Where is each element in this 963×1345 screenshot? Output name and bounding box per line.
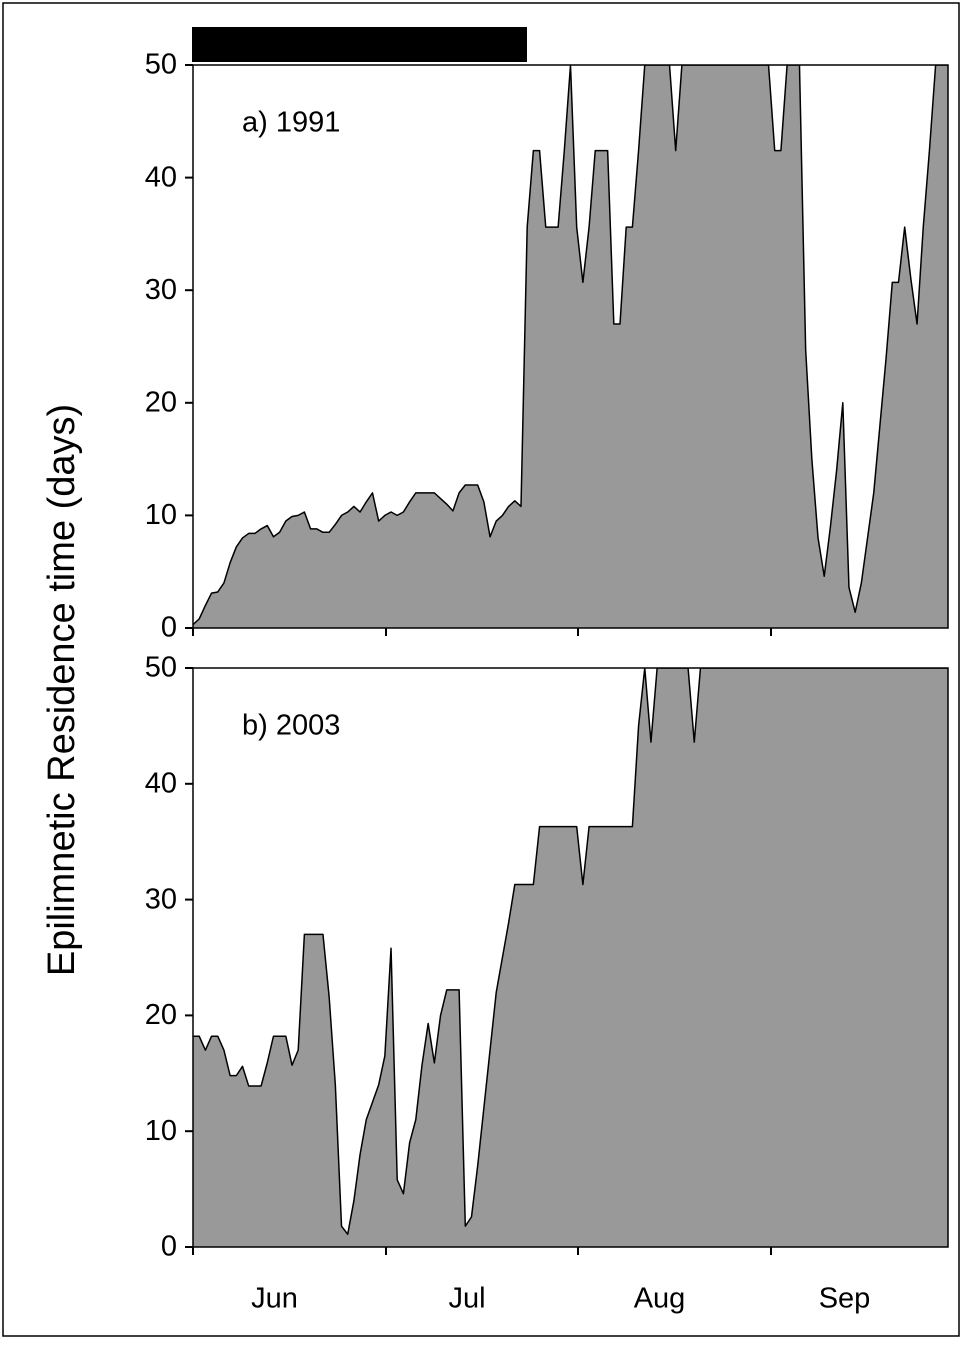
period-bar — [192, 27, 527, 62]
y-tick-label: 20 — [145, 999, 177, 1031]
plot-area — [193, 65, 948, 628]
plot-frame — [192, 667, 949, 1248]
y-tick-label: 30 — [145, 274, 177, 306]
y-tick-label: 10 — [145, 1115, 177, 1147]
y-tick-label: 40 — [145, 161, 177, 193]
area-line — [193, 668, 948, 1236]
x-tick-label: Jun — [251, 1283, 298, 1315]
plot-frame — [192, 64, 949, 629]
y-tick-label: 0 — [161, 612, 177, 644]
y-tick-label: 30 — [145, 883, 177, 915]
y-tick-label: 20 — [145, 386, 177, 418]
panel-title: a) 1991 — [242, 107, 340, 139]
y-tick-label: 10 — [145, 499, 177, 531]
plot-area — [193, 668, 948, 1247]
y-tick-label: 0 — [161, 1231, 177, 1263]
area-line — [193, 65, 948, 626]
x-tick-label: Jul — [448, 1283, 485, 1315]
area-fill — [193, 668, 948, 1247]
x-tick-label: Sep — [819, 1283, 871, 1315]
y-axis-label: Epilimnetic Residence time (days) — [41, 404, 83, 976]
y-tick-label: 50 — [145, 49, 177, 81]
y-tick-label: 50 — [145, 652, 177, 684]
y-tick-label: 40 — [145, 767, 177, 799]
area-fill — [193, 65, 948, 628]
x-tick-label: Aug — [634, 1283, 686, 1315]
panel-title: b) 2003 — [242, 710, 340, 742]
